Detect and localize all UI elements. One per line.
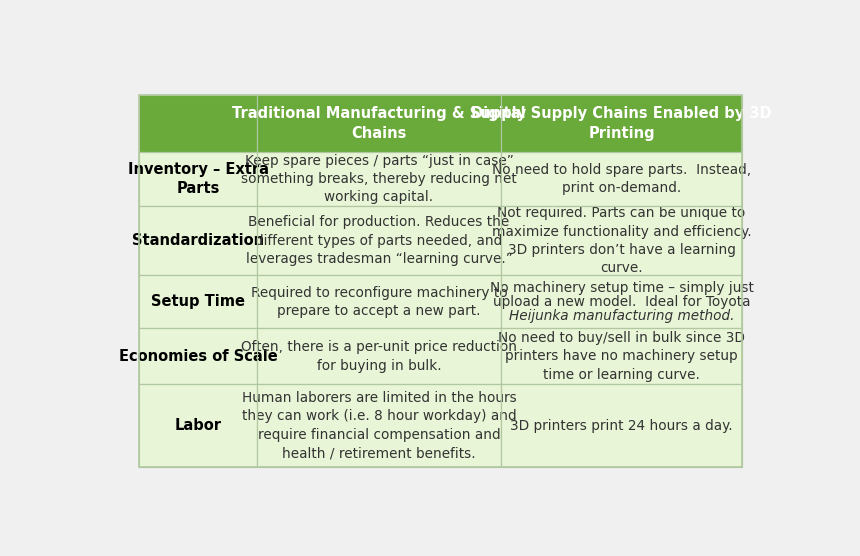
Bar	[501, 206, 742, 275]
Bar	[139, 206, 257, 275]
Text: Inventory – Extra
Parts: Inventory – Extra Parts	[128, 162, 268, 196]
Text: Often, there is a per-unit price reduction
for buying in bulk.: Often, there is a per-unit price reducti…	[241, 340, 517, 373]
Text: No need to buy/sell in bulk since 3D
printers have no machinery setup
time or le: No need to buy/sell in bulk since 3D pri…	[498, 331, 745, 382]
Text: 3D printers print 24 hours a day.: 3D printers print 24 hours a day.	[510, 419, 733, 433]
Bar	[501, 275, 742, 329]
Text: Not required. Parts can be unique to
maximize functionality and efficiency.
3D p: Not required. Parts can be unique to max…	[492, 206, 752, 275]
Bar	[257, 329, 501, 384]
Bar	[501, 384, 742, 467]
Bar	[139, 95, 257, 152]
Bar	[501, 329, 742, 384]
Bar	[139, 384, 257, 467]
Text: Economies of Scale: Economies of Scale	[119, 349, 278, 364]
Text: Labor: Labor	[175, 418, 222, 433]
Bar	[257, 275, 501, 329]
Bar	[139, 95, 742, 467]
Bar	[139, 95, 742, 467]
Text: Standardization: Standardization	[132, 234, 264, 249]
Bar	[501, 152, 742, 206]
Text: No need to hold spare parts.  Instead,
print on-demand.: No need to hold spare parts. Instead, pr…	[492, 163, 751, 195]
Bar	[257, 152, 501, 206]
Bar	[139, 152, 257, 206]
Text: Human laborers are limited in the hours
they can work (i.e. 8 hour workday) and
: Human laborers are limited in the hours …	[242, 391, 516, 460]
Bar	[257, 95, 501, 152]
Text: No machinery setup time – simply just: No machinery setup time – simply just	[489, 281, 753, 295]
Text: Traditional Manufacturing & Supply
Chains: Traditional Manufacturing & Supply Chain…	[232, 106, 526, 141]
Text: Heijunka manufacturing method.: Heijunka manufacturing method.	[509, 309, 734, 323]
Bar	[257, 384, 501, 467]
Text: Digital Supply Chains Enabled by 3D
Printing: Digital Supply Chains Enabled by 3D Prin…	[471, 106, 771, 141]
Bar	[501, 95, 742, 152]
Text: Required to reconfigure machinery to
prepare to accept a new part.: Required to reconfigure machinery to pre…	[250, 286, 507, 318]
Text: upload a new model.  Ideal for Toyota: upload a new model. Ideal for Toyota	[493, 295, 750, 309]
Text: Keep spare pieces / parts “just in case”
something breaks, thereby reducing net
: Keep spare pieces / parts “just in case”…	[241, 153, 517, 205]
Text: Setup Time: Setup Time	[151, 294, 245, 309]
Bar	[139, 275, 257, 329]
Text: Beneficial for production. Reduces the
different types of parts needed, and
leve: Beneficial for production. Reduces the d…	[246, 215, 513, 266]
Bar	[257, 206, 501, 275]
Bar	[139, 329, 257, 384]
